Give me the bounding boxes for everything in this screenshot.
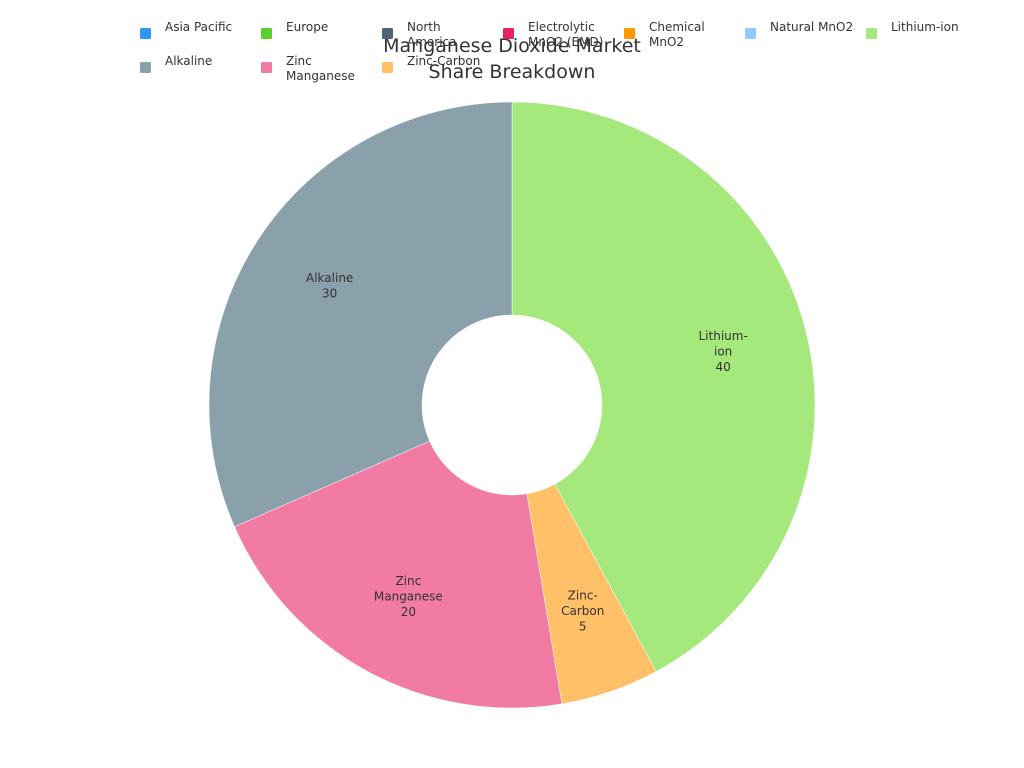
legend-label-natural-mno2: Natural MnO2 (770, 20, 853, 34)
legend-swatch-natural-mno2 (745, 28, 756, 39)
slice-alkaline[interactable] (208, 101, 513, 528)
legend-swatch-asia-pacific (140, 28, 151, 39)
legend-item-electrolytic-mno2-emd[interactable]: Electrolytic MnO2 (EMD) (503, 20, 603, 49)
legend-label-chemical-mno2: Chemical MnO2 (649, 20, 705, 49)
legend-label-north-america: North America (407, 20, 457, 49)
legend-swatch-electrolytic-mno2-emd (503, 28, 514, 39)
legend-label-zinc-manganese: Zinc Manganese (286, 54, 355, 83)
slice-label-zinc-carbon: Zinc-Carbon 5 (561, 588, 604, 633)
legend-swatch-chemical-mno2 (624, 28, 635, 39)
legend-label-lithium-ion: Lithium-ion (891, 20, 959, 34)
legend-item-natural-mno2[interactable]: Natural MnO2 (745, 20, 853, 39)
legend-label-europe: Europe (286, 20, 328, 34)
legend-label-asia-pacific: Asia Pacific (165, 20, 232, 34)
chart-title: Manganese Dioxide Market Share Breakdown (383, 35, 641, 83)
legend-swatch-lithium-ion (866, 28, 877, 39)
slice-label-alkaline: Alkaline 30 (306, 271, 353, 301)
slice-zinc-manganese[interactable] (234, 440, 563, 709)
legend-item-lithium-ion[interactable]: Lithium-ion (866, 20, 959, 39)
legend-swatch-zinc-carbon (382, 62, 393, 73)
legend-label-alkaline: Alkaline (165, 54, 212, 68)
slice-labels-layer: Lithium-ion 40 Zinc-Carbon 5 Zinc Manganese 20… (306, 271, 748, 633)
legend-item-alkaline[interactable]: Alkaline (140, 54, 212, 73)
legend-item-europe[interactable]: Europe (261, 20, 328, 39)
legend: Asia Pacific Europe North America Electrolyt… (140, 20, 959, 83)
slice-label-lithium-ion: Lithium-ion 40 (698, 329, 747, 374)
legend-item-zinc-manganese[interactable]: Zinc Manganese (261, 54, 355, 83)
legend-label-zinc-carbon: Zinc-Carbon (407, 54, 480, 68)
legend-swatch-north-america (382, 28, 393, 39)
legend-label-electrolytic-mno2-emd: Electrolytic MnO2 (EMD) (528, 20, 603, 49)
slices-layer (208, 101, 816, 709)
legend-item-chemical-mno2[interactable]: Chemical MnO2 (624, 20, 705, 49)
legend-swatch-europe (261, 28, 272, 39)
legend-item-asia-pacific[interactable]: Asia Pacific (140, 20, 232, 39)
slice-lithium-ion[interactable] (511, 101, 816, 672)
legend-item-north-america[interactable]: North America (382, 20, 457, 49)
legend-swatch-alkaline (140, 62, 151, 73)
legend-swatch-zinc-manganese (261, 62, 272, 73)
legend-item-zinc-carbon[interactable]: Zinc-Carbon (382, 54, 480, 73)
slice-label-zinc-manganese: Zinc Manganese 20 (374, 574, 443, 619)
